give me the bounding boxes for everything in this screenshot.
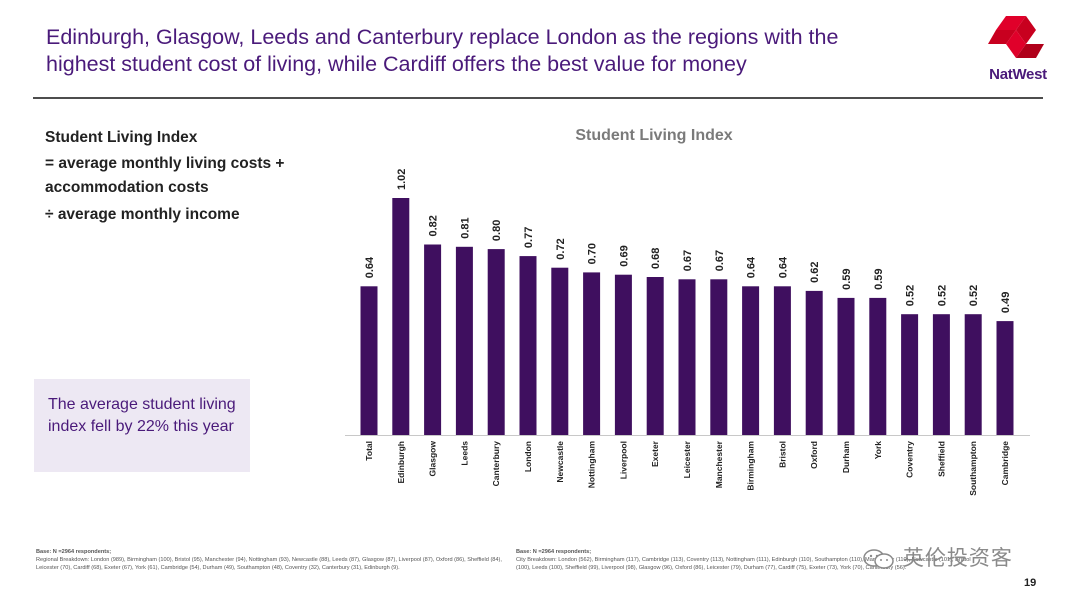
natwest-cubes-icon	[988, 16, 1044, 58]
category-label: Total	[364, 441, 374, 461]
category-label: Leeds	[459, 441, 469, 466]
bar-exeter	[646, 277, 664, 435]
bar-total	[360, 286, 378, 435]
value-label: 0.67	[682, 250, 694, 271]
category-label: Sheffield	[936, 441, 946, 477]
footnote-right-base: Base: N =2964 respondents;	[516, 549, 592, 555]
bar-glasgow	[424, 244, 442, 435]
index-formula: Student Living Index = average monthly l…	[45, 126, 345, 227]
bar-liverpool	[614, 274, 632, 435]
value-label: 0.64	[746, 256, 758, 278]
value-label: 0.64	[364, 256, 376, 278]
value-label: 0.69	[618, 245, 630, 266]
value-label: 1.02	[396, 169, 408, 190]
category-label: Liverpool	[618, 441, 628, 479]
title-line-2: highest student cost of living, while Ca…	[46, 52, 747, 76]
bar-manchester	[710, 279, 728, 435]
category-label: Edinburgh	[396, 441, 406, 484]
title-line-1: Edinburgh, Glasgow, Leeds and Canterbury…	[46, 25, 839, 49]
value-label: 0.62	[809, 261, 821, 282]
bar-nottingham	[583, 272, 601, 435]
formula-line-2: accommodation costs	[45, 179, 209, 196]
watermark-text: 英伦投资客	[902, 547, 1013, 570]
value-label: 0.70	[587, 243, 599, 264]
category-label: Coventry	[905, 441, 915, 478]
bar-edinburgh	[392, 198, 410, 435]
footnote-right: Base: N =2964 respondents; City Breakdow…	[516, 548, 986, 572]
value-label: 0.52	[905, 285, 917, 306]
category-label: Bristol	[777, 441, 787, 468]
header-divider	[33, 97, 1043, 99]
value-label: 0.67	[714, 250, 726, 271]
bar-cambridge	[996, 321, 1014, 435]
bar-canterbury	[487, 249, 505, 435]
footnote-left-base: Base: N =2964 respondents;	[36, 549, 112, 555]
category-label: Southampton	[968, 441, 978, 496]
bar-durham	[837, 297, 855, 435]
value-label: 0.77	[523, 227, 535, 248]
category-label: Glasgow	[428, 441, 438, 477]
value-label: 0.82	[428, 215, 440, 236]
value-label: 0.52	[936, 285, 948, 306]
bar-southampton	[964, 314, 982, 435]
value-label: 0.52	[968, 285, 980, 306]
category-label: London	[523, 441, 533, 472]
value-label: 0.59	[841, 268, 853, 289]
category-label: Durham	[841, 441, 851, 474]
value-label: 0.80	[491, 220, 503, 241]
value-label-group: 0.64 1.02 0.82 0.81 0.80 0.77 0.72 0.70 0.69 0.68…	[364, 169, 1012, 314]
bar-group	[360, 198, 1014, 435]
logo-text: NatWest	[989, 66, 1047, 83]
page-title: Edinburgh, Glasgow, Leeds and Canterbury…	[46, 24, 926, 78]
value-label: 0.64	[777, 256, 789, 278]
page-number: 19	[1024, 577, 1037, 589]
formula-line-3: ÷ average monthly income	[45, 206, 240, 223]
formula-title: Student Living Index	[45, 129, 198, 146]
value-label: 0.49	[1000, 292, 1012, 313]
chart-title: Student Living Index	[575, 127, 732, 144]
bar-york	[869, 297, 887, 435]
value-label: 0.81	[459, 217, 471, 238]
category-label: Exeter	[650, 440, 660, 467]
bar-bristol	[773, 286, 791, 435]
footnote-right-text: City Breakdown: London (562), Birmingham…	[516, 557, 971, 571]
wechat-icon	[862, 548, 896, 570]
footnote-left-text: Regional Breakdown: London (989), Birmin…	[36, 557, 502, 571]
student-living-index-chart: Student Living Index 0.64 1.02 0.82 0.81 0.8…	[345, 127, 1030, 496]
watermark: 英伦投资客	[862, 542, 1013, 572]
bar-leicester	[678, 279, 696, 435]
category-label: Newcastle	[555, 441, 565, 483]
value-label: 0.72	[555, 238, 567, 259]
category-label: York	[873, 441, 883, 460]
value-label: 0.59	[873, 268, 885, 289]
bar-coventry	[901, 314, 919, 435]
bar-birmingham	[742, 286, 760, 435]
category-label: Cambridge	[1000, 441, 1010, 486]
category-label: Nottingham	[587, 441, 597, 489]
category-label: Birmingham	[746, 441, 756, 491]
category-label: Manchester	[714, 440, 724, 488]
bar-sheffield	[932, 314, 950, 435]
bar-london	[519, 256, 537, 435]
category-label: Leicester	[682, 440, 692, 478]
category-label-group: Total Edinburgh Glasgow Leeds Canterbury Lond…	[364, 440, 1010, 495]
bar-newcastle	[551, 267, 569, 435]
category-label: Oxford	[809, 441, 819, 469]
callout-box: The average student living index fell by…	[34, 379, 250, 472]
footnote-left: Base: N =2964 respondents; Regional Brea…	[36, 548, 506, 572]
natwest-logo: NatWest	[980, 14, 1052, 84]
formula-line-1: = average monthly living costs +	[45, 155, 285, 172]
bar-oxford	[805, 290, 823, 435]
bar-leeds	[455, 246, 473, 435]
category-label: Canterbury	[491, 441, 501, 487]
value-label: 0.68	[650, 248, 662, 269]
callout-text: The average student living index fell by…	[48, 396, 236, 435]
